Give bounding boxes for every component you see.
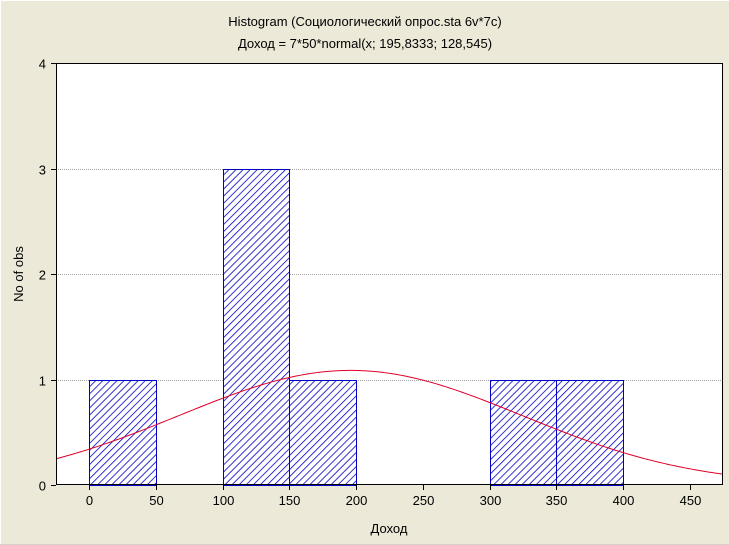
x-tick-label: 50 [149,493,163,508]
y-tick-label: 0 [39,479,46,494]
histogram-bar [556,380,624,486]
histogram-bars [89,169,624,486]
histogram-bar [223,169,290,486]
x-tick-label: 450 [680,493,702,508]
y-axis-ticks: 0 1 2 3 4 [39,57,56,494]
histogram-bar [89,380,157,486]
y-axis-title: No of obs [11,246,26,302]
x-tick-label: 200 [346,493,368,508]
plot-frame [56,63,723,485]
y-tick-label: 3 [39,163,46,178]
x-tick-label: 250 [413,493,435,508]
y-tick-label: 4 [39,57,46,72]
x-tick-label: 0 [86,493,93,508]
x-tick-label: 150 [279,493,301,508]
x-tick-label: 350 [546,493,568,508]
chart-subtitle: Доход = 7*50*normal(x; 195,8333; 128,545… [238,36,492,51]
x-tick-label: 100 [213,493,235,508]
chart-title: Histogram (Социологический опрос.sta 6v*… [228,14,501,29]
y-tick-label: 2 [39,268,46,283]
x-axis-title: Доход [371,521,408,536]
x-tick-label: 400 [613,493,635,508]
histogram-bar [289,380,357,486]
fit-curve-group [56,369,723,475]
x-axis-ticks: 0 50 100 150 200 250 300 350 400 450 [86,485,701,508]
x-tick-label: 300 [480,493,502,508]
histogram-bar [490,380,557,486]
normal-fit-curve [56,369,723,475]
y-tick-label: 1 [39,374,46,389]
